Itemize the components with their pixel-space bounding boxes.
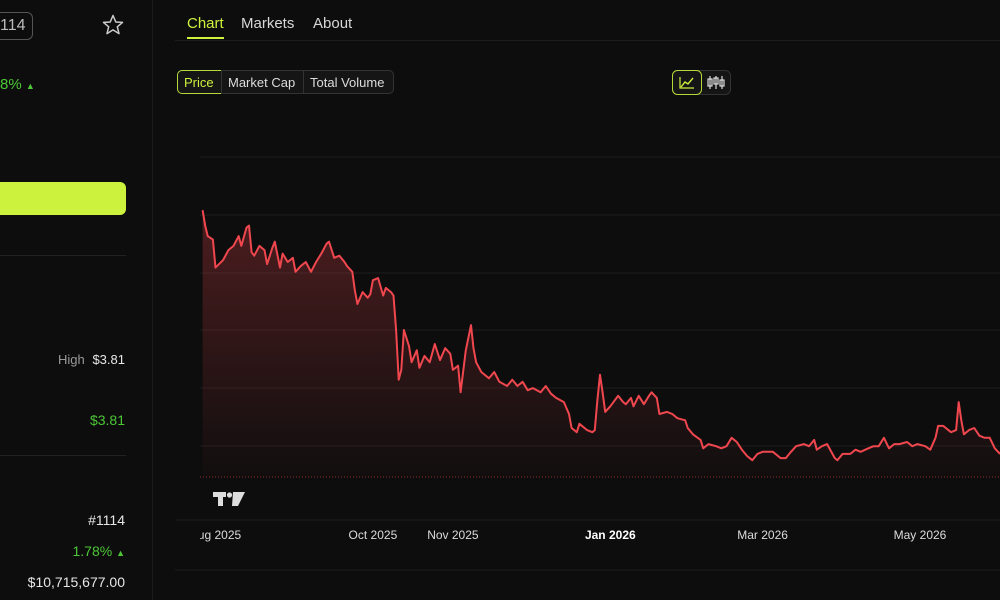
tab[interactable]: About (313, 15, 353, 32)
price-line (201, 210, 1000, 462)
change-24h: 1.78% ▲ (72, 543, 125, 559)
watchlist-star[interactable] (102, 14, 124, 36)
chart-style-toggle[interactable] (672, 70, 731, 95)
rank: #1114 (88, 512, 125, 528)
divider (175, 40, 1000, 41)
divider (0, 455, 126, 456)
tab[interactable]: Markets (241, 15, 295, 32)
rank-badge: 114 (0, 17, 26, 34)
change-24h-arrow: ▲ (116, 548, 125, 558)
x-tick-label: Jan 2026 (585, 528, 636, 542)
price-area (202, 210, 1000, 477)
x-tick-label: May 2026 (894, 528, 947, 542)
high-label: High (58, 352, 85, 367)
x-tick-label: Mar 2026 (737, 528, 788, 542)
x-tick-label: Nov 2025 (427, 528, 479, 542)
mode-button[interactable]: Market Cap (221, 70, 304, 94)
tradingview-logo (213, 492, 245, 506)
divider (0, 255, 126, 256)
tab-underline (187, 37, 224, 39)
rank-badge-box (0, 12, 33, 40)
price-change: 8% ▲ (0, 76, 35, 93)
mode-button[interactable]: Total Volume (303, 70, 394, 94)
price-change-value: 8% (0, 76, 22, 93)
current-price: $3.81 (89, 412, 125, 428)
mode-button[interactable]: Price (177, 70, 222, 94)
change-24h-value: 1.78% (72, 543, 113, 559)
x-tick-label: Oct 2025 (349, 528, 398, 542)
x-tick-label: Aug 2025 (190, 528, 242, 542)
primary-button[interactable] (0, 182, 126, 215)
tab[interactable]: Chart (187, 15, 224, 32)
sidebar-border (152, 0, 153, 600)
market-cap: $10,715,677.00 (27, 574, 125, 590)
high-value: $3.81 (92, 352, 125, 367)
price-change-arrow: ▲ (25, 81, 35, 91)
